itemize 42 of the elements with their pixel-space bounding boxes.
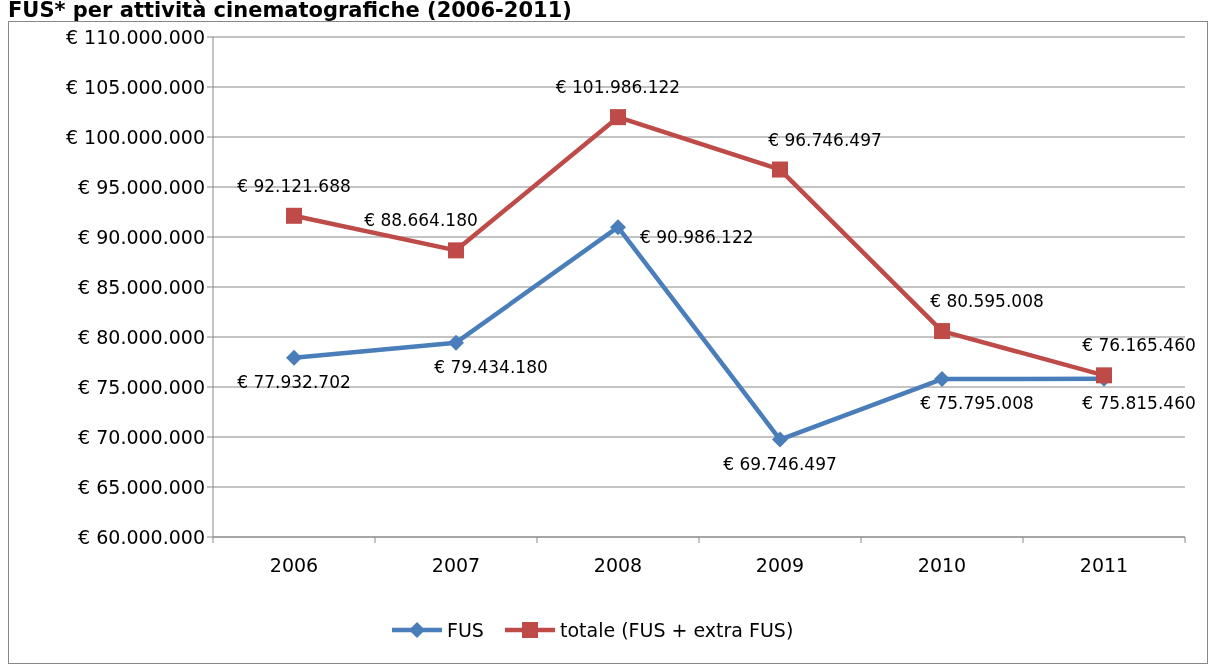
y-tick-label: € 85.000.000	[78, 275, 205, 298]
legend-label: FUS	[447, 618, 484, 641]
data-label: € 101.986.122	[555, 77, 681, 98]
y-tick-label: € 105.000.000	[65, 75, 205, 98]
point	[448, 242, 464, 259]
y-tick-label: € 100.000.000	[65, 125, 205, 148]
x-tick-label: 2010	[917, 554, 967, 576]
data-label: € 88.664.180	[364, 210, 478, 231]
point	[286, 207, 302, 224]
data-label: € 80.595.008	[930, 291, 1044, 312]
legend-label: totale (FUS + extra FUS)	[560, 618, 794, 641]
y-tick-label: € 60.000.000	[78, 525, 205, 548]
y-tick-label: € 110.000.000	[65, 25, 205, 48]
data-label: € 96.746.497	[768, 129, 882, 150]
y-tick-label: € 90.000.000	[78, 225, 205, 248]
y-tick-label: € 80.000.000	[78, 325, 205, 348]
point	[772, 431, 788, 448]
data-label: € 90.986.122	[640, 227, 754, 248]
data-label: € 75.815.460	[1082, 392, 1196, 413]
point	[610, 219, 626, 236]
data-label: € 75.795.008	[920, 393, 1034, 414]
data-label: € 69.746.497	[723, 453, 837, 474]
chart-title: FUS* per attività cinematografiche (2006-2011)	[8, 0, 572, 22]
point	[934, 323, 950, 340]
point	[934, 371, 950, 388]
y-tick-label: € 95.000.000	[78, 175, 205, 198]
point	[610, 109, 626, 126]
y-tick-label: € 65.000.000	[78, 475, 205, 498]
y-tick-label: € 75.000.000	[78, 375, 205, 398]
x-tick-label: 2008	[593, 554, 643, 576]
x-tick-label: 2006	[269, 554, 319, 576]
point	[286, 349, 302, 366]
x-tick-label: 2009	[755, 554, 805, 576]
point	[448, 334, 464, 351]
data-label: € 92.121.688	[237, 175, 351, 196]
point	[772, 161, 788, 178]
data-label: € 77.932.702	[237, 371, 351, 392]
data-label: € 79.434.180	[434, 356, 548, 377]
y-tick-label: € 70.000.000	[78, 425, 205, 448]
x-tick-label: 2011	[1079, 554, 1129, 576]
data-label: € 76.165.460	[1082, 335, 1196, 356]
x-tick-label: 2007	[431, 554, 481, 576]
